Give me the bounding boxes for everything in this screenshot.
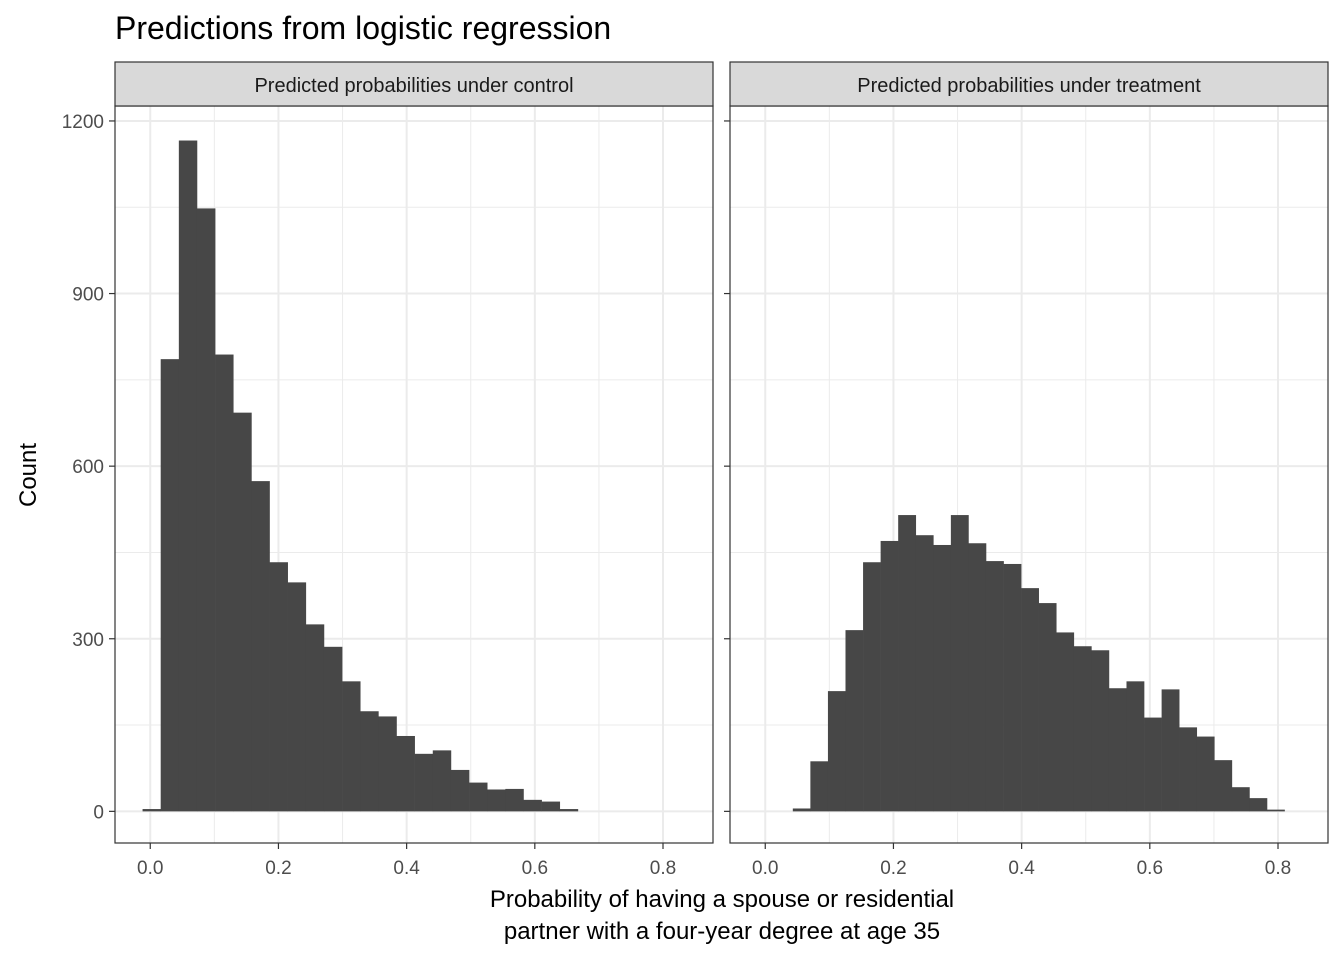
histogram-bar: [1108, 688, 1127, 812]
histogram-bar: [1073, 646, 1092, 812]
panel-control: Predicted probabilities under control 0.0…: [62, 61, 714, 879]
histogram-bar: [287, 582, 307, 812]
histogram-bar: [323, 646, 343, 812]
histogram-bar: [414, 753, 434, 812]
histogram-bar: [450, 769, 470, 812]
x-tick-label: 0.0: [137, 858, 163, 879]
histogram-bar: [378, 716, 397, 812]
chart-title: Predictions from logistic regression: [115, 10, 611, 46]
x-tick-label: 0.4: [1008, 858, 1035, 879]
histogram-bar: [1249, 798, 1268, 812]
histogram-bar: [305, 624, 325, 812]
histogram-bar: [950, 515, 969, 812]
x-tick-label: 0.4: [393, 858, 420, 879]
facet-strip-label: Predicted probabilities under treatment: [857, 75, 1201, 97]
histogram-bar: [898, 515, 917, 812]
x-tick-label: 0.2: [265, 858, 291, 879]
y-tick-label: 1200: [62, 112, 104, 133]
histogram-bar: [810, 761, 829, 812]
histogram-bar: [142, 809, 161, 812]
histogram-bar: [968, 543, 987, 812]
histogram-bar: [863, 562, 881, 812]
histogram-bar: [342, 681, 361, 812]
histogram-bar: [1144, 717, 1162, 812]
histogram-bar: [215, 354, 234, 812]
histogram-bar: [1091, 650, 1110, 812]
histogram-bar: [541, 801, 561, 812]
histogram-bar: [251, 481, 270, 812]
histogram-bar: [1231, 787, 1250, 812]
histogram-bar: [792, 808, 811, 812]
x-tick-label: 0.6: [1137, 858, 1163, 879]
panel-treatment: Predicted probabilities under treatment 0…: [724, 61, 1329, 879]
histogram-bar: [1179, 727, 1198, 812]
y-tick-label: 900: [72, 285, 104, 306]
x-tick-label: 0.8: [650, 858, 676, 879]
y-tick-label: 0: [93, 802, 104, 823]
histogram-bar: [933, 544, 952, 812]
facet-strip-label: Predicted probabilities under control: [254, 75, 573, 97]
x-tick-label: 0.0: [752, 858, 778, 879]
histogram-bar: [915, 535, 934, 812]
x-tick-label: 0.8: [1265, 858, 1291, 879]
histogram-bar: [1021, 588, 1039, 812]
histogram-bar: [178, 140, 198, 812]
histogram-bar: [360, 711, 379, 812]
y-axis-label: Count: [15, 443, 42, 507]
histogram-bar: [196, 208, 216, 812]
histogram-bar: [845, 630, 864, 812]
histogram-bar: [233, 412, 252, 812]
histogram-bar: [269, 562, 288, 812]
histogram-bar: [160, 359, 180, 812]
x-tick-label: 0.6: [522, 858, 548, 879]
y-tick-label: 600: [72, 457, 104, 478]
histogram-bar: [1056, 632, 1075, 812]
facet-strip: [729, 61, 1329, 107]
x-axis-label-line2: partner with a four-year degree at age 3…: [504, 918, 940, 945]
histogram-bar: [523, 799, 542, 812]
x-axis-label-line1: Probability of having a spouse or reside…: [490, 886, 954, 913]
histogram-bar: [396, 735, 415, 812]
histogram-bar: [985, 561, 1004, 812]
histogram-bar: [1003, 563, 1022, 812]
histogram-bar: [432, 750, 452, 812]
histogram-bar: [1126, 681, 1145, 812]
histogram-bar: [880, 540, 899, 812]
facet-strip: [114, 61, 714, 107]
histogram-bar: [1161, 689, 1180, 812]
histogram-bar: [505, 788, 524, 812]
histogram-bar: [827, 691, 846, 812]
histogram-bar: [1196, 736, 1215, 812]
histogram-bar: [1038, 603, 1057, 812]
histogram-bar: [487, 789, 506, 812]
histogram-bar: [1214, 760, 1233, 812]
y-tick-label: 300: [72, 630, 104, 651]
x-tick-label: 0.2: [880, 858, 906, 879]
histogram-bar: [559, 809, 579, 812]
histogram-bar: [469, 782, 488, 812]
histogram-bar: [1266, 809, 1285, 812]
